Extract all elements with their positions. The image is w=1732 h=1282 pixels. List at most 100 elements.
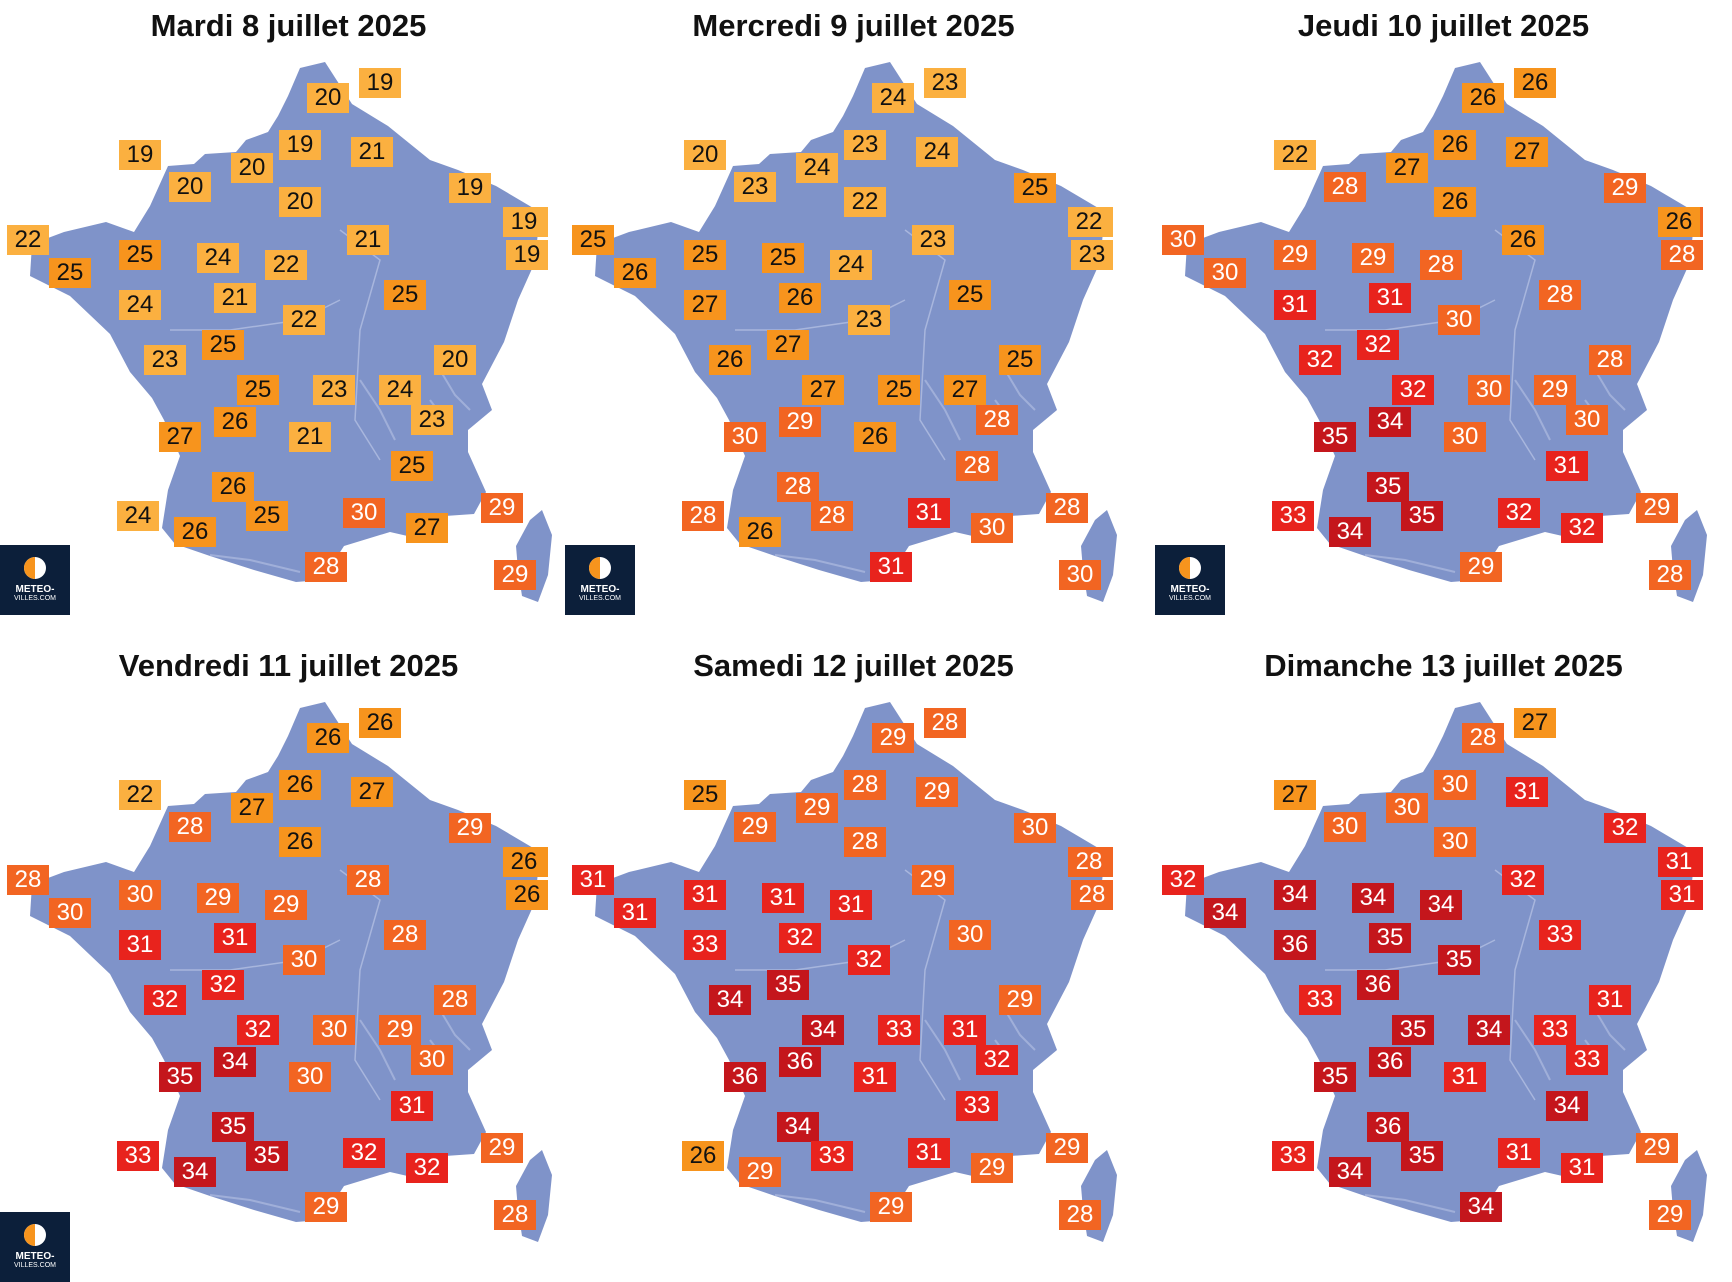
temperature-badge: 33 — [117, 1141, 159, 1171]
temperature-badge: 25 — [246, 501, 288, 531]
temperature-badge: 28 — [811, 501, 853, 531]
temperature-badge: 28 — [976, 405, 1018, 435]
temperature-badge: 24 — [872, 83, 914, 113]
temperature-badge: 31 — [762, 883, 804, 913]
temperature-badge: 19 — [449, 173, 491, 203]
temperature-badge: 30 — [411, 1045, 453, 1075]
temperature-badge: 36 — [1357, 970, 1399, 1000]
temperature-badge: 21 — [351, 137, 393, 167]
temperature-badge: 25 — [999, 345, 1041, 375]
temperature-badge: 25 — [384, 280, 426, 310]
temperature-badge: 22 — [7, 225, 49, 255]
temperature-badge: 21 — [214, 283, 256, 313]
temperature-badge: 26 — [1658, 207, 1700, 237]
temperature-badge: 25 — [49, 258, 91, 288]
forecast-map-day-6: Dimanche 13 juillet 2025 28 27 27 30 30 30 31 32… — [1155, 640, 1732, 1278]
temperature-badge: 31 — [1561, 1153, 1603, 1183]
map-title: Jeudi 10 juillet 2025 — [1297, 8, 1590, 43]
temperature-badge: 19 — [503, 207, 545, 237]
temperature-badge: 32 — [1357, 330, 1399, 360]
temperature-badge: 26 — [1502, 225, 1544, 255]
forecast-map-day-2: Mercredi 9 juillet 2025 24 23 20 23 24 23 24 25 2… — [565, 0, 1142, 638]
temperature-badge: 35 — [1392, 1015, 1434, 1045]
temperature-badge: 28 — [305, 552, 347, 582]
temperature-badge: 31 — [908, 498, 950, 528]
temperature-badge: 25 — [119, 240, 161, 270]
temperature-badge: 26 — [779, 283, 821, 313]
temperature-badge: 29 — [796, 793, 838, 823]
temperature-badge: 21 — [289, 422, 331, 452]
temperature-badge: 34 — [1420, 890, 1462, 920]
temperature-badge: 34 — [777, 1112, 819, 1142]
temperature-badge: 28 — [384, 920, 426, 950]
meteo-villes-logo: METEO- VILLES.COM — [1155, 545, 1225, 615]
temperature-badge: 20 — [434, 345, 476, 375]
temperature-badge: 34 — [1329, 1157, 1371, 1187]
temperature-badge: 25 — [391, 451, 433, 481]
temperature-badge: 28 — [682, 501, 724, 531]
temperature-badge: 27 — [1386, 153, 1428, 183]
temperature-badge: 33 — [1299, 985, 1341, 1015]
map-title: Mardi 8 juillet 2025 — [150, 8, 427, 43]
temperature-badge: 35 — [1314, 422, 1356, 452]
temperature-badge: 29 — [1649, 1200, 1691, 1230]
temperature-badge: 26 — [682, 1141, 724, 1171]
temperature-badge: 25 — [762, 243, 804, 273]
temperature-badge: 31 — [854, 1062, 896, 1092]
temperature-badge: 36 — [1369, 1047, 1411, 1077]
temperature-badge: 31 — [1498, 1138, 1540, 1168]
temperature-badge: 31 — [572, 865, 614, 895]
temperature-badge: 30 — [289, 1062, 331, 1092]
temperature-badge: 35 — [1314, 1062, 1356, 1092]
temperature-badge: 35 — [212, 1112, 254, 1142]
temperature-badge: 29 — [305, 1192, 347, 1222]
temperature-badge: 32 — [1502, 865, 1544, 895]
temperature-badge: 23 — [313, 375, 355, 405]
temperature-badge: 28 — [169, 812, 211, 842]
temperature-badge: 35 — [159, 1062, 201, 1092]
temperature-badge: 20 — [279, 187, 321, 217]
temperature-badge: 32 — [976, 1045, 1018, 1075]
temperature-badge: 29 — [1534, 375, 1576, 405]
temperature-badge: 27 — [1514, 708, 1556, 738]
temperature-badge: 27 — [159, 422, 201, 452]
temperature-badge: 29 — [1352, 243, 1394, 273]
temperature-badge: 33 — [956, 1091, 998, 1121]
temperature-badge: 29 — [379, 1015, 421, 1045]
map-title: Samedi 12 juillet 2025 — [693, 648, 1014, 683]
temperature-badge: 28 — [924, 708, 966, 738]
temperature-badge: 28 — [1046, 493, 1088, 523]
meteo-villes-logo: METEO- VILLES.COM — [565, 545, 635, 615]
temperature-badge: 23 — [1071, 240, 1113, 270]
logo-text: METEO- — [580, 584, 620, 595]
temperature-badge: 27 — [944, 375, 986, 405]
temperature-badge: 23 — [734, 172, 776, 202]
temperature-badge: 27 — [231, 793, 273, 823]
temperature-badge: 28 — [1462, 723, 1504, 753]
temperature-badge: 36 — [1367, 1112, 1409, 1142]
temperature-badge: 34 — [1352, 883, 1394, 913]
temperature-badge: 31 — [1546, 451, 1588, 481]
temperature-badge: 28 — [1661, 240, 1703, 270]
temperature-badge: 28 — [844, 770, 886, 800]
temperature-badge: 26 — [212, 472, 254, 502]
temperature-badge: 30 — [343, 498, 385, 528]
temperature-badge: 32 — [406, 1153, 448, 1183]
sun-moon-icon — [24, 1224, 46, 1246]
temperature-badge: 32 — [848, 945, 890, 975]
temperature-badge: 32 — [1498, 498, 1540, 528]
temperature-badge: 31 — [1444, 1062, 1486, 1092]
temperature-badge: 31 — [830, 890, 872, 920]
logo-subtext: VILLES.COM — [13, 595, 56, 602]
temperature-badge: 32 — [1299, 345, 1341, 375]
temperature-badge: 29 — [481, 1133, 523, 1163]
temperature-badge: 30 — [1059, 560, 1101, 590]
temperature-badge: 35 — [246, 1141, 288, 1171]
temperature-badge: 29 — [1460, 552, 1502, 582]
temperature-badge: 27 — [1274, 780, 1316, 810]
temperature-badge: 32 — [1392, 375, 1434, 405]
temperature-badge: 24 — [117, 501, 159, 531]
temperature-badge: 36 — [779, 1047, 821, 1077]
temperature-badge: 24 — [197, 243, 239, 273]
temperature-badge: 22 — [265, 250, 307, 280]
